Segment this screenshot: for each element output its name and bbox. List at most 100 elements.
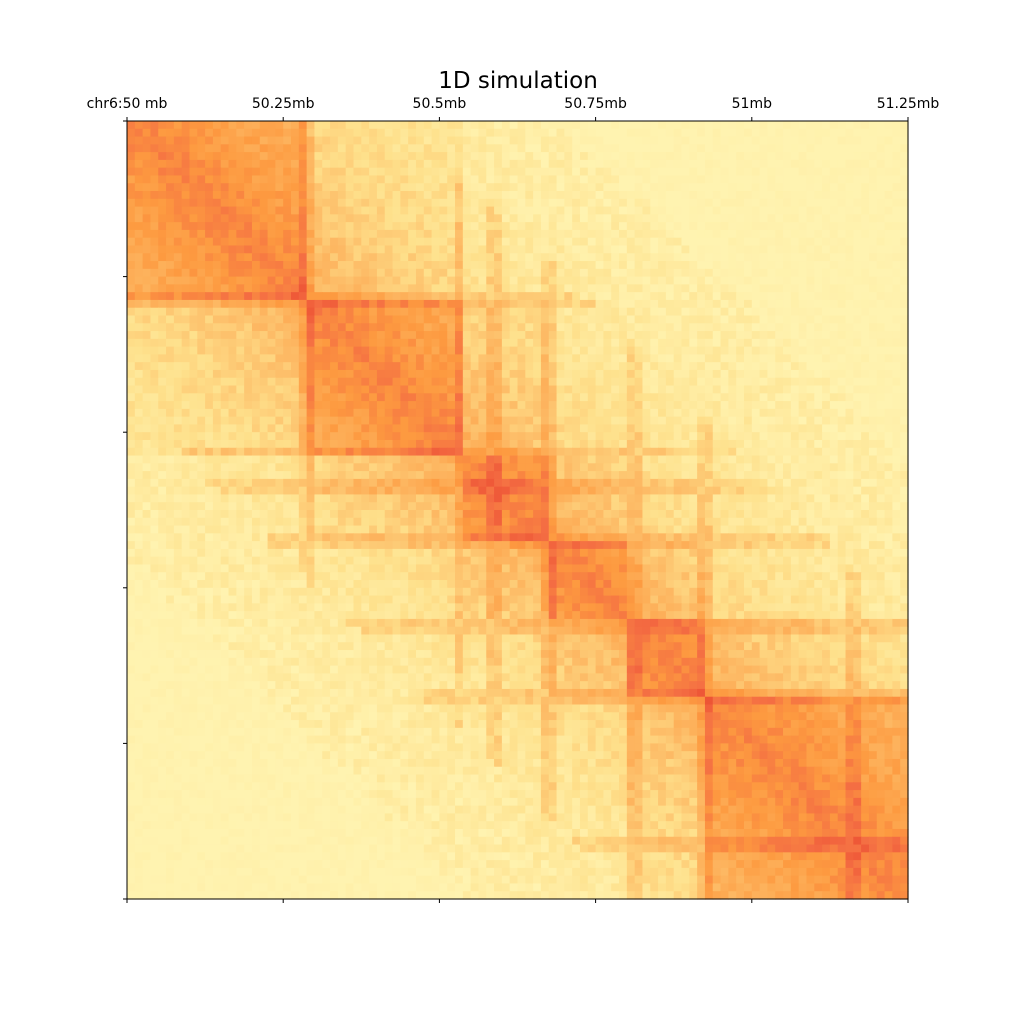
heatmap-cell bbox=[189, 401, 198, 410]
heatmap-cell bbox=[845, 338, 854, 348]
heatmap-cell bbox=[447, 362, 456, 371]
heatmap-cell bbox=[189, 284, 198, 293]
heatmap-cell bbox=[829, 191, 839, 200]
heatmap-cell bbox=[189, 338, 198, 348]
heatmap-cell bbox=[392, 167, 401, 177]
heatmap-cell bbox=[658, 331, 667, 340]
heatmap-cell bbox=[205, 152, 214, 161]
heatmap-cell bbox=[728, 175, 737, 184]
heatmap-cell bbox=[212, 191, 222, 200]
heatmap-cell bbox=[330, 268, 339, 278]
heatmap-cell bbox=[439, 292, 448, 301]
heatmap-cell bbox=[369, 494, 378, 503]
heatmap-cell bbox=[408, 152, 417, 161]
heatmap-cell bbox=[447, 214, 456, 223]
heatmap-cell bbox=[376, 331, 386, 340]
heatmap-cell bbox=[564, 198, 573, 208]
heatmap-cell bbox=[868, 198, 878, 208]
heatmap-cell bbox=[142, 447, 152, 457]
heatmap-cell bbox=[587, 424, 597, 433]
heatmap-cell bbox=[361, 121, 370, 130]
heatmap-cell bbox=[611, 401, 620, 410]
heatmap-cell bbox=[431, 494, 440, 503]
heatmap-cell bbox=[166, 307, 175, 317]
heatmap-cell bbox=[783, 401, 792, 410]
heatmap-cell bbox=[181, 502, 191, 511]
heatmap-cell bbox=[697, 424, 706, 433]
heatmap-cell bbox=[275, 416, 284, 426]
heatmap-cell bbox=[892, 159, 901, 169]
heatmap-cell bbox=[743, 463, 753, 472]
heatmap-cell bbox=[251, 346, 261, 355]
heatmap-cell bbox=[704, 393, 714, 402]
heatmap-cell bbox=[415, 455, 425, 464]
heatmap-cell bbox=[259, 432, 269, 441]
heatmap-cell bbox=[775, 175, 784, 184]
heatmap-cell bbox=[829, 268, 839, 278]
heatmap-cell bbox=[228, 471, 237, 480]
heatmap-cell bbox=[572, 268, 581, 278]
heatmap-cell bbox=[853, 191, 862, 200]
heatmap-cell bbox=[345, 362, 355, 371]
heatmap-cell bbox=[798, 299, 808, 309]
heatmap-cell bbox=[494, 183, 503, 192]
heatmap-cell bbox=[548, 261, 558, 270]
heatmap-cell bbox=[603, 432, 612, 441]
heatmap-cell bbox=[540, 346, 550, 355]
heatmap-cell bbox=[298, 136, 308, 145]
heatmap-cell bbox=[704, 424, 714, 433]
heatmap-cell bbox=[251, 284, 261, 293]
heatmap-cell bbox=[314, 175, 323, 184]
heatmap-cell bbox=[298, 307, 308, 317]
heatmap-cell bbox=[642, 338, 651, 348]
heatmap-cell bbox=[127, 455, 136, 464]
heatmap-cell bbox=[251, 167, 261, 177]
heatmap-cell bbox=[283, 377, 292, 387]
heatmap-cell bbox=[501, 261, 511, 270]
heatmap-cell bbox=[267, 494, 276, 503]
heatmap-cell bbox=[892, 377, 901, 387]
heatmap-cell bbox=[181, 338, 191, 348]
heatmap-cell bbox=[736, 362, 745, 371]
heatmap-cell bbox=[400, 346, 409, 355]
heatmap-cell bbox=[376, 346, 386, 355]
heatmap-cell bbox=[845, 121, 854, 130]
heatmap-cell bbox=[853, 502, 862, 511]
heatmap-cell bbox=[751, 167, 761, 177]
heatmap-cell bbox=[517, 331, 526, 340]
heatmap-cell bbox=[455, 284, 464, 293]
heatmap-cell bbox=[900, 292, 909, 301]
heatmap-cell bbox=[751, 494, 761, 503]
heatmap-cell bbox=[798, 486, 808, 496]
heatmap-cell bbox=[720, 424, 729, 433]
heatmap-cell bbox=[720, 268, 729, 278]
heatmap-cell bbox=[494, 354, 503, 363]
heatmap-cell bbox=[892, 144, 901, 153]
heatmap-cell bbox=[720, 369, 729, 379]
heatmap-cell bbox=[548, 159, 558, 169]
heatmap-cell bbox=[173, 268, 183, 278]
heatmap-cell bbox=[142, 439, 152, 449]
heatmap-cell bbox=[712, 261, 722, 270]
heatmap-cell bbox=[775, 214, 784, 223]
heatmap-cell bbox=[173, 393, 183, 402]
heatmap-cell bbox=[166, 183, 175, 192]
heatmap-cell bbox=[579, 183, 589, 192]
heatmap-cell bbox=[540, 401, 550, 410]
heatmap-cell bbox=[415, 253, 425, 262]
heatmap-cell bbox=[376, 369, 386, 379]
heatmap-cell bbox=[267, 471, 276, 480]
heatmap-cell bbox=[892, 424, 901, 433]
heatmap-cell bbox=[533, 191, 542, 200]
heatmap-cell bbox=[314, 159, 323, 169]
heatmap-cell bbox=[314, 331, 323, 340]
heatmap-cell bbox=[251, 307, 261, 317]
heatmap-cell bbox=[306, 315, 316, 324]
heatmap-cell bbox=[298, 292, 308, 301]
heatmap-cell bbox=[212, 144, 222, 153]
heatmap-cell bbox=[517, 229, 526, 239]
heatmap-cell bbox=[767, 268, 776, 278]
heatmap-cell bbox=[673, 253, 683, 262]
heatmap-cell bbox=[361, 439, 370, 449]
heatmap-cell bbox=[205, 159, 214, 169]
